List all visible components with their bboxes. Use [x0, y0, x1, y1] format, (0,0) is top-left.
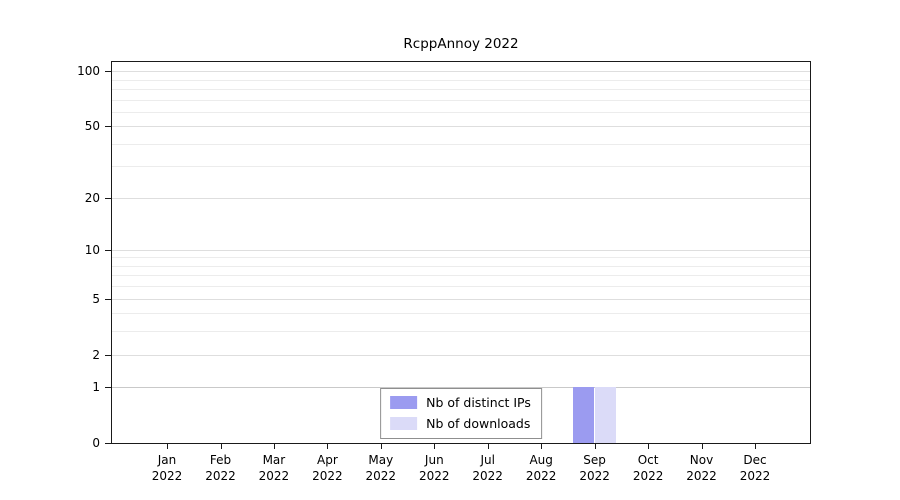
gridline-minor-y-90 — [112, 79, 810, 81]
legend-swatch-distinct-ips — [390, 396, 418, 409]
gridline-minor-y-6 — [112, 286, 810, 288]
x-tick-month-Feb: Feb — [209, 453, 232, 467]
x-tick-month-May: May — [368, 453, 394, 467]
y-tick-label-2: 2 — [92, 347, 100, 362]
bar-Sep-distinct-ips — [573, 387, 595, 443]
x-tick-year-Nov: 2022 — [686, 469, 717, 483]
gridline-y-5 — [112, 298, 810, 300]
x-tick-mark-Sep — [594, 444, 596, 449]
bar-Sep-downloads — [595, 387, 617, 443]
gridline-minor-y-8 — [112, 265, 810, 267]
legend-swatch-downloads — [390, 417, 418, 430]
x-tick-label-Sep: Sep 2022 — [563, 452, 627, 484]
x-tick-label-Apr: Apr 2022 — [295, 452, 359, 484]
x-tick-year-Sep: 2022 — [579, 469, 610, 483]
x-tick-label-Aug: Aug 2022 — [509, 452, 573, 484]
x-tick-month-Jun: Jun — [424, 453, 444, 467]
x-tick-year-May: 2022 — [365, 469, 397, 483]
y-tick-label-50: 50 — [84, 119, 100, 134]
x-tick-year-Feb: 2022 — [205, 469, 236, 483]
x-tick-mark-Aug — [541, 444, 543, 449]
x-tick-year-Jul: 2022 — [472, 469, 503, 483]
x-tick-month-Apr: Apr — [317, 453, 338, 467]
gridline-minor-y-4 — [112, 313, 810, 315]
x-tick-mark-Nov — [701, 444, 703, 449]
x-tick-label-Nov: Nov 2022 — [670, 452, 734, 484]
x-tick-mark-Oct — [648, 444, 650, 449]
chart-title: RcppAnnoy 2022 — [403, 36, 519, 52]
x-tick-year-Jan: 2022 — [151, 469, 183, 483]
x-tick-month-Sep: Sep — [583, 453, 606, 467]
legend-label-downloads: Nb of downloads — [426, 416, 531, 431]
y-tick-mark-0 — [105, 443, 111, 444]
x-tick-month-Mar: Mar — [262, 453, 286, 467]
y-tick-label-10: 10 — [84, 242, 100, 257]
x-tick-label-May: May 2022 — [349, 452, 413, 484]
y-tick-mark-100 — [105, 71, 111, 72]
x-tick-mark-Jul — [487, 444, 489, 449]
x-tick-year-Aug: 2022 — [525, 469, 557, 483]
x-tick-label-Dec: Dec 2022 — [723, 452, 787, 484]
x-tick-mark-Apr — [327, 444, 329, 449]
x-tick-month-Jul: Jul — [480, 453, 495, 467]
x-tick-mark-Feb — [220, 444, 222, 449]
y-tick-label-100: 100 — [77, 64, 100, 78]
x-tick-label-Jan: Jan 2022 — [135, 452, 199, 484]
x-tick-mark-Dec — [755, 444, 756, 449]
y-tick-mark-20 — [105, 197, 111, 199]
legend-label-distinct-ips: Nb of distinct IPs — [426, 395, 531, 410]
x-tick-mark-Jan — [167, 444, 168, 449]
x-tick-mark-Jun — [434, 444, 436, 449]
y-tick-mark-50 — [105, 126, 111, 128]
gridline-minor-y-40 — [112, 143, 810, 145]
y-tick-label-0: 0 — [92, 436, 100, 450]
plot-area: Nb of distinct IPs Nb of downloads — [111, 61, 811, 444]
x-tick-month-Dec: Dec — [743, 453, 767, 467]
x-tick-year-Apr: 2022 — [312, 469, 343, 483]
x-tick-month-Nov: Nov — [689, 453, 714, 467]
y-tick-label-1: 1 — [92, 380, 100, 395]
gridline-minor-y-70 — [112, 99, 810, 101]
y-tick-label-20: 20 — [84, 190, 100, 205]
gridline-y-2 — [112, 354, 810, 356]
x-tick-label-Feb: Feb 2022 — [189, 452, 253, 484]
gridline-y-20 — [112, 197, 810, 199]
gridline-minor-y-7 — [112, 275, 810, 277]
x-tick-label-Jul: Jul 2022 — [456, 452, 520, 484]
gridline-minor-y-9 — [112, 257, 810, 259]
gridline-minor-y-60 — [112, 111, 810, 113]
x-tick-mark-Mar — [273, 444, 275, 449]
y-tick-mark-5 — [105, 298, 111, 300]
y-tick-mark-10 — [105, 249, 111, 251]
x-tick-month-Oct: Oct — [637, 453, 659, 467]
x-tick-mark-May — [380, 444, 382, 449]
x-tick-year-Jun: 2022 — [419, 469, 450, 483]
gridline-minor-y-30 — [112, 166, 810, 168]
gridline-y-10 — [112, 249, 810, 251]
legend-item-distinct-ips: Nb of distinct IPs — [390, 395, 531, 410]
x-tick-year-Oct: 2022 — [632, 469, 664, 483]
x-tick-label-Jun: Jun 2022 — [402, 452, 466, 484]
x-tick-month-Jan: Jan — [157, 453, 177, 467]
gridline-y-1 — [112, 387, 810, 389]
legend-item-downloads: Nb of downloads — [390, 416, 531, 431]
x-tick-label-Oct: Oct 2022 — [616, 452, 680, 484]
y-tick-mark-2 — [105, 354, 111, 356]
gridline-y-100 — [112, 71, 810, 72]
gridline-y-50 — [112, 126, 810, 128]
y-tick-label-5: 5 — [92, 291, 100, 306]
x-tick-year-Mar: 2022 — [258, 469, 290, 483]
y-tick-mark-1 — [105, 387, 111, 389]
gridline-minor-y-80 — [112, 88, 810, 90]
x-tick-month-Aug: Aug — [529, 453, 553, 467]
x-tick-label-Mar: Mar 2022 — [242, 452, 306, 484]
x-tick-year-Dec: 2022 — [739, 469, 771, 483]
legend: Nb of distinct IPs Nb of downloads — [380, 388, 542, 439]
gridline-minor-y-3 — [112, 331, 810, 333]
